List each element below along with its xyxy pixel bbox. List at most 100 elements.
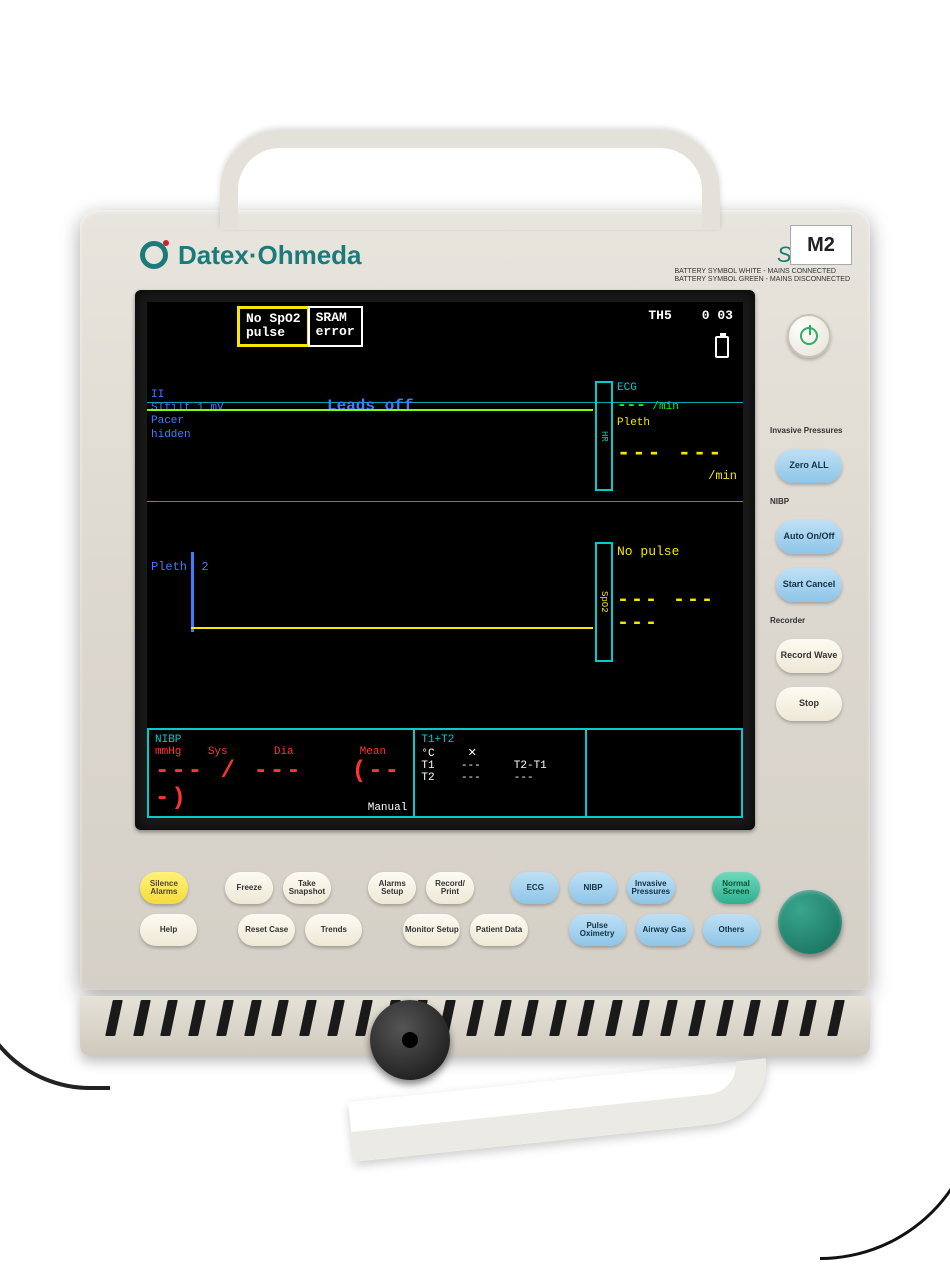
pleth-unit: /min [708,469,737,483]
blank-panel [587,728,743,818]
brand-name: Datex·Ohmeda [178,240,362,271]
pleth-scale: 2 [201,560,208,574]
take-snapshot-button[interactable]: Take Snapshot [283,872,331,904]
power-button[interactable] [787,314,831,358]
mute-icon: ✕ [468,748,477,760]
t1-value: --- [461,760,481,772]
t2-value: --- [461,772,481,784]
nibp-dia: --- [253,758,302,785]
auto-onoff-button[interactable]: Auto On/Off [776,520,842,554]
ecg-status: Leads off [327,397,413,415]
nibp-mean-label: Mean [360,746,386,758]
monitor-setup-button[interactable]: Monitor Setup [403,914,460,946]
button-row-1: Silence Alarms Freeze Take Snapshot Alar… [140,872,760,904]
button-row-2: Help Reset Case Trends Monitor Setup Pat… [140,914,760,946]
help-button[interactable]: Help [140,914,197,946]
spo2-box: SpO2 [595,542,613,662]
temp-t1-row: T1 --- T2-T1 [421,760,579,772]
ecg-label: ECG [617,381,737,395]
nibp-dia-label: Dia [274,746,294,758]
side-button-panel: Invasive Pressures Zero ALL NIBP Auto On… [764,310,854,830]
freeze-button[interactable]: Freeze [225,872,273,904]
carry-handle [220,130,720,230]
nibp-sys: --- [155,758,204,785]
spo2-value: --- --- --- [617,589,715,635]
alarms-setup-button[interactable]: Alarms Setup [368,872,416,904]
normal-screen-button[interactable]: Normal Screen [712,872,760,904]
pleth-trace [191,627,593,629]
t1-label: T1 [421,760,434,772]
silence-alarms-button[interactable]: Silence Alarms [140,872,188,904]
cable-right [820,920,950,1260]
stand [150,1060,800,1260]
hr-box: HR [595,381,613,491]
record-wave-button[interactable]: Record Wave [776,639,842,673]
ecg-hidden: hidden [151,429,224,442]
bottom-button-rows: Silence Alarms Freeze Take Snapshot Alar… [140,872,760,946]
airway-gas-button[interactable]: Airway Gas [636,914,693,946]
record-print-button[interactable]: Record/ Print [426,872,474,904]
pulse-oximetry-button[interactable]: Pulse Oximetry [569,914,626,946]
battery-note: BATTERY SYMBOL WHITE - MAINS CONNECTED B… [674,268,850,285]
pleth-wave-label: Pleth 2 [151,560,209,574]
nibp-button[interactable]: NIBP [569,872,617,904]
pleth-name: Pleth [151,560,187,574]
zero-all-button[interactable]: Zero ALL [776,449,842,483]
unit-id-label: M2 [790,225,852,265]
diff-value: --- [514,772,534,784]
stop-button[interactable]: Stop [776,687,842,721]
section-recorder: Recorder [770,616,805,625]
hr-unit: /min [652,401,678,413]
alert-text: pulse [246,326,301,340]
alert-sram-error: SRAM error [308,306,363,347]
clock: 0 03 [702,308,733,323]
spo2-readouts: No pulse --- --- --- [617,544,737,635]
alert-row: No SpO2 pulse SRAM error [237,306,363,347]
others-button[interactable]: Others [703,914,760,946]
pleth-value: --- --- [617,441,723,466]
ecg-lead-labels: II STfilt 1 mV Pacer hidden [151,389,224,442]
temp-title: T1+T2 [421,734,579,746]
nibp-panel: NIBP mmHg Sys Dia Mean --- / --- (---) M… [147,728,415,818]
invasive-pressures-button[interactable]: Invasive Pressures [627,872,675,904]
ecg-button[interactable]: ECG [511,872,559,904]
start-cancel-button[interactable]: Start Cancel [776,568,842,602]
monitor-device: Datex·Ohmeda S/5 M2 BATTERY SYMBOL WHITE… [80,210,870,990]
power-icon [800,327,818,345]
ecg-lead: II [151,389,224,402]
stand-arm [348,1058,772,1162]
nibp-title: NIBP [155,734,407,746]
pleth-scale-bar [191,552,194,632]
reset-case-button[interactable]: Reset Case [238,914,295,946]
vent-grille [80,996,870,1056]
screen: No SpO2 pulse SRAM error TH5 0 03 [147,302,743,818]
t2-label: T2 [421,772,434,784]
nibp-mode: Manual [368,802,408,814]
section-invasive-pressures: Invasive Pressures [770,426,843,435]
trends-button[interactable]: Trends [305,914,362,946]
nibp-sys-label: Sys [208,746,228,758]
battery-note-line: BATTERY SYMBOL WHITE - MAINS CONNECTED [674,268,850,276]
spo2-status: No pulse [617,544,737,559]
temp-unit: °C [421,748,434,760]
ecg-row: II STfilt 1 mV Pacer hidden Leads off HR… [147,402,743,502]
alert-text: SRAM [316,311,355,325]
temp-unit-row: °C ✕ [421,746,579,760]
topbar-right: TH5 0 03 [648,308,733,323]
bottom-panels: NIBP mmHg Sys Dia Mean --- / --- (---) M… [147,728,743,818]
brand-logo-icon [140,241,168,269]
patient-data-button[interactable]: Patient Data [470,914,527,946]
alert-text: error [316,325,355,339]
pleth-row: Pleth 2 SpO2 No pulse --- --- --- [147,572,743,682]
alert-text: No SpO2 [246,312,301,326]
nibp-unit: mmHg [155,746,181,758]
diff-label: T2-T1 [514,760,547,772]
pleth-label: Pleth [617,416,737,430]
waveform-area: II STfilt 1 mV Pacer hidden Leads off HR… [147,362,743,718]
ecg-pacer: Pacer [151,415,224,428]
section-nibp: NIBP [770,497,789,506]
th-label: TH5 [648,308,671,323]
battery-note-line: BATTERY SYMBOL GREEN - MAINS DISCONNECTE… [674,276,850,284]
hr-value: --- [617,396,646,414]
temp-t2-row: T2 --- --- [421,772,579,784]
